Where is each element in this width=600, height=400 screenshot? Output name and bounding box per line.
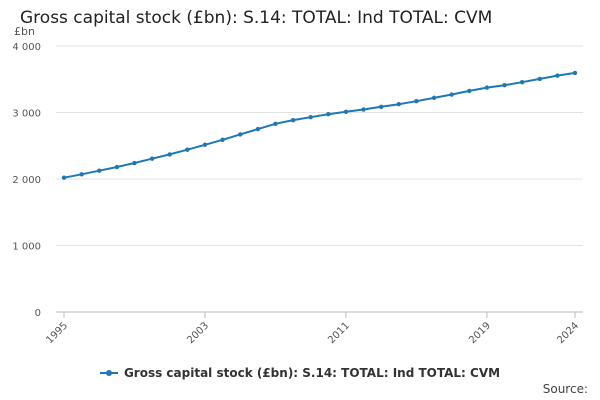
data-point bbox=[572, 70, 578, 76]
x-axis: 1995 2003 2011 2019 2024 bbox=[44, 312, 581, 346]
data-point bbox=[97, 168, 102, 173]
data-point bbox=[290, 117, 296, 123]
data-point bbox=[484, 85, 490, 90]
y-tick-label: 2 000 bbox=[12, 175, 41, 186]
data-point bbox=[132, 160, 137, 166]
data-point bbox=[79, 172, 84, 177]
data-point bbox=[149, 156, 155, 161]
data-point bbox=[308, 114, 313, 120]
chart-legend[interactable]: Gross capital stock (£bn): S.14: TOTAL: … bbox=[0, 366, 600, 380]
y-tick-label: 4 000 bbox=[12, 42, 41, 53]
source-label: Source: bbox=[542, 382, 588, 396]
data-point bbox=[202, 142, 208, 147]
data-point bbox=[519, 80, 525, 85]
y-tick-label: 0 bbox=[35, 308, 41, 319]
gridlines bbox=[56, 45, 583, 313]
x-tick-label: 2011 bbox=[326, 320, 352, 346]
data-point bbox=[414, 98, 419, 104]
data-point bbox=[273, 121, 278, 127]
data-point bbox=[114, 164, 120, 170]
data-point bbox=[467, 88, 472, 94]
data-point bbox=[378, 104, 384, 110]
y-tick-label: 3 000 bbox=[12, 109, 41, 120]
data-point bbox=[431, 95, 437, 101]
x-tick-label: 1995 bbox=[44, 320, 70, 346]
data-point bbox=[185, 147, 190, 152]
data-point bbox=[449, 92, 454, 97]
data-point bbox=[326, 111, 331, 117]
legend-line-marker-icon bbox=[99, 367, 118, 379]
data-point bbox=[167, 152, 172, 157]
y-tick-label: 1 000 bbox=[12, 242, 41, 253]
data-point bbox=[361, 107, 366, 112]
data-point bbox=[555, 73, 560, 78]
data-point bbox=[396, 101, 401, 107]
series-layer bbox=[61, 70, 578, 180]
data-point bbox=[61, 175, 67, 180]
data-point bbox=[502, 83, 507, 88]
data-point bbox=[238, 132, 243, 137]
y-axis: 0 1 000 2 000 3 000 4 000 bbox=[12, 42, 41, 319]
x-tick-label: 2019 bbox=[467, 320, 493, 346]
data-point bbox=[343, 109, 349, 115]
data-point bbox=[220, 137, 225, 142]
x-tick-label: 2003 bbox=[185, 320, 211, 346]
legend-label: Gross capital stock (£bn): S.14: TOTAL: … bbox=[123, 366, 501, 380]
data-point bbox=[537, 76, 542, 82]
data-point bbox=[255, 126, 261, 132]
chart-title: Gross capital stock (£bn): S.14: TOTAL: … bbox=[20, 8, 493, 28]
x-tick-label: 2024 bbox=[555, 320, 581, 346]
y-unit-label: £bn bbox=[14, 25, 35, 38]
series-line bbox=[63, 71, 576, 179]
